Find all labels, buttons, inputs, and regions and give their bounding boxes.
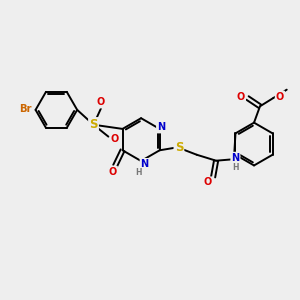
Text: O: O (204, 177, 212, 188)
Text: H: H (136, 168, 142, 177)
Text: S: S (89, 118, 98, 131)
Text: S: S (175, 141, 183, 154)
Text: N: N (157, 122, 165, 132)
Text: O: O (97, 98, 105, 107)
Text: O: O (109, 167, 117, 177)
Text: O: O (111, 134, 119, 144)
Text: O: O (237, 92, 245, 101)
Text: O: O (276, 92, 284, 101)
Text: N: N (141, 159, 149, 169)
Text: N: N (231, 153, 239, 163)
Text: H: H (232, 163, 239, 172)
Text: Br: Br (19, 104, 31, 114)
